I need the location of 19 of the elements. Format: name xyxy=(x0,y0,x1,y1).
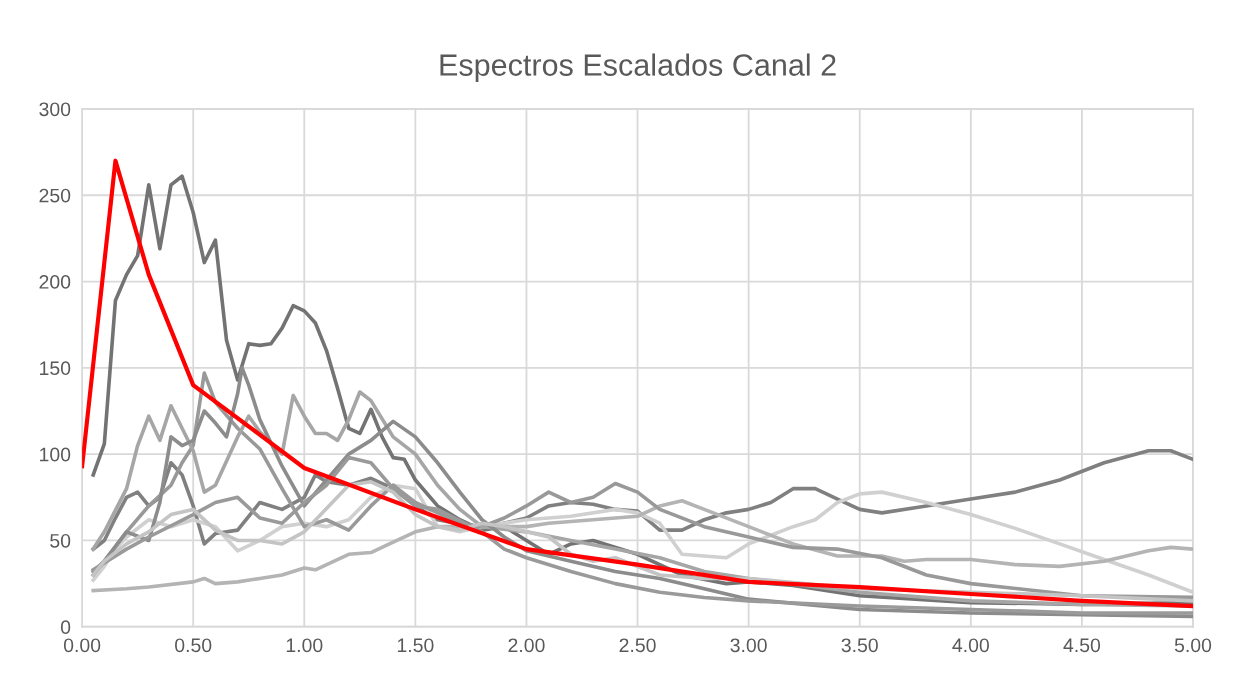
x-tick-label: 1.00 xyxy=(286,638,323,653)
x-tick-label: 2.00 xyxy=(508,638,545,653)
y-tick-label: 200 xyxy=(39,275,71,289)
y-tick-label: 50 xyxy=(50,533,71,548)
x-tick-label: 4.00 xyxy=(952,638,989,653)
y-tick-label: 300 xyxy=(39,102,71,117)
x-tick-label: 0.00 xyxy=(63,638,101,653)
x-tick-label: 5.00 xyxy=(1174,638,1212,653)
chart-title: Espectros Escalados Canal 2 xyxy=(440,53,836,82)
x-tick-label: 0.50 xyxy=(175,638,212,653)
y-tick-label: 150 xyxy=(40,361,71,376)
y-tick-label: 0 xyxy=(60,620,71,635)
x-tick-label: 2.50 xyxy=(619,638,656,653)
x-tick-label: 1.50 xyxy=(397,638,434,653)
x-tick-label: 4.50 xyxy=(1063,638,1101,653)
x-tick-label: 3.50 xyxy=(841,638,878,653)
y-tick-label: 250 xyxy=(39,188,71,203)
x-tick-label: 3.00 xyxy=(730,638,767,653)
y-tick-label: 100 xyxy=(40,447,71,462)
